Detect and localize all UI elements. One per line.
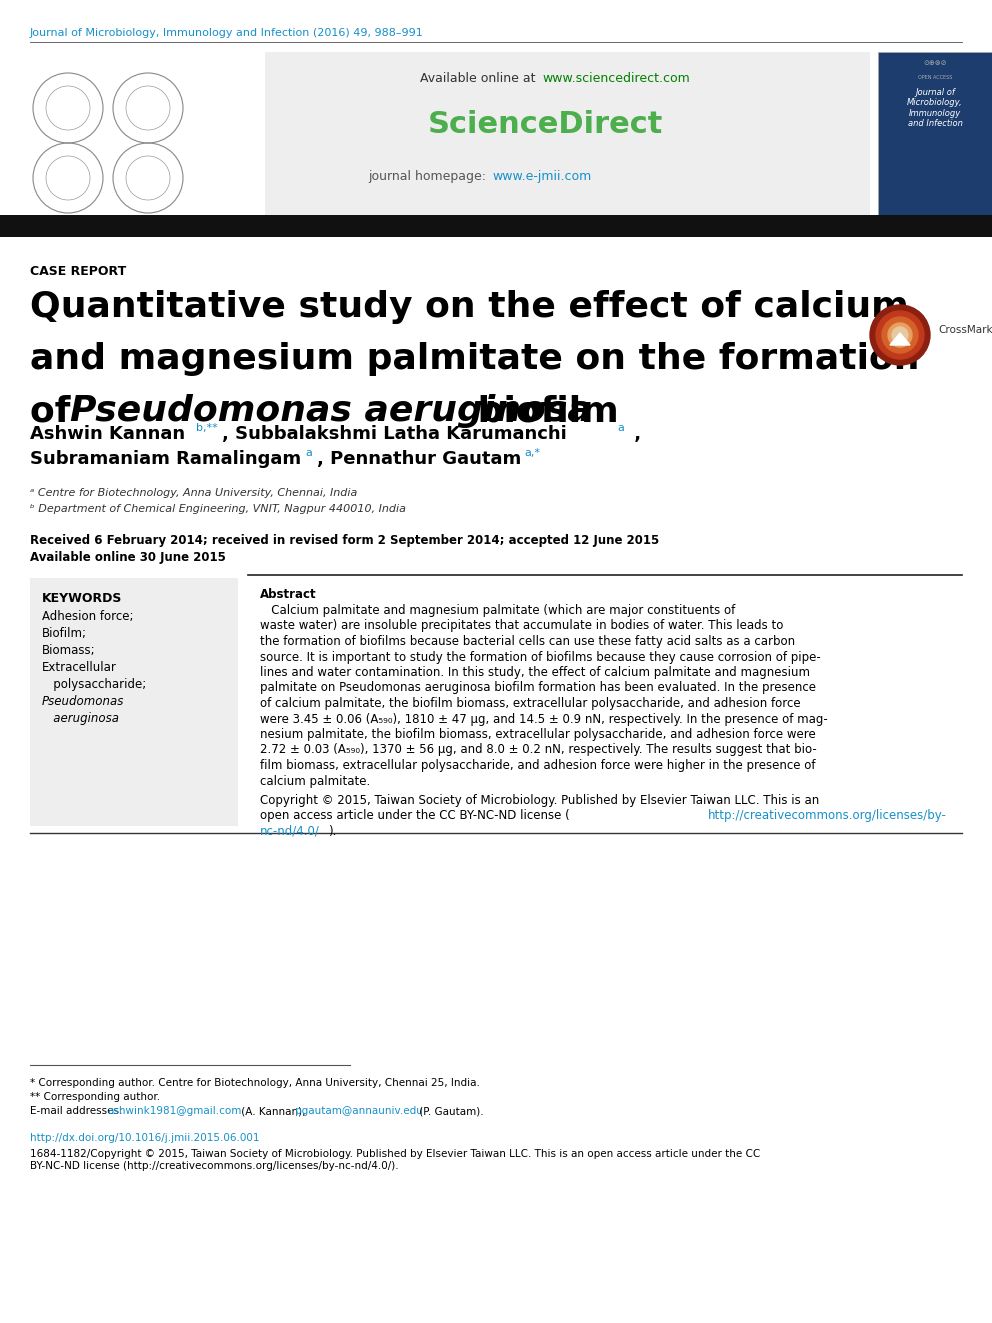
- Text: KEYWORDS: KEYWORDS: [42, 591, 122, 605]
- Circle shape: [892, 327, 908, 343]
- Text: Extracellular: Extracellular: [42, 662, 117, 673]
- Circle shape: [33, 143, 103, 213]
- Bar: [0, 216, 992, 237]
- Text: (P. Gautam).: (P. Gautam).: [416, 1106, 484, 1117]
- Text: Biomass;: Biomass;: [42, 644, 95, 658]
- Text: polysaccharide;: polysaccharide;: [42, 677, 146, 691]
- Bar: [30, 578, 238, 826]
- Polygon shape: [890, 333, 910, 345]
- Text: Received 6 February 2014; received in revised form 2 September 2014; accepted 12: Received 6 February 2014; received in re…: [30, 534, 660, 546]
- Text: ⊙⊕⊗⊘: ⊙⊕⊗⊘: [924, 60, 946, 66]
- Text: Adhesion force;: Adhesion force;: [42, 610, 134, 623]
- Text: , Pennathur Gautam: , Pennathur Gautam: [317, 450, 528, 468]
- Text: Available online at: Available online at: [421, 71, 540, 85]
- Circle shape: [870, 306, 930, 365]
- Circle shape: [113, 73, 183, 143]
- Text: Subramaniam Ramalingam: Subramaniam Ramalingam: [30, 450, 308, 468]
- Text: a,*: a,*: [524, 448, 540, 458]
- Text: BY-NC-ND license (http://creativecommons.org/licenses/by-nc-nd/4.0/).: BY-NC-ND license (http://creativecommons…: [30, 1162, 399, 1171]
- Text: ᵃ Centre for Biotechnology, Anna University, Chennai, India: ᵃ Centre for Biotechnology, Anna Univers…: [30, 488, 357, 497]
- Text: source. It is important to study the formation of biofilms because they cause co: source. It is important to study the for…: [260, 651, 820, 664]
- Text: ** Corresponding author.: ** Corresponding author.: [30, 1091, 160, 1102]
- Text: www.sciencedirect.com: www.sciencedirect.com: [542, 71, 689, 85]
- Text: E-mail addresses:: E-mail addresses:: [30, 1106, 126, 1117]
- Text: waste water) are insoluble precipitates that accumulate in bodies of water. This: waste water) are insoluble precipitates …: [260, 619, 784, 632]
- Text: www.e-jmii.com: www.e-jmii.com: [492, 169, 591, 183]
- Text: 1684-1182/Copyright © 2015, Taiwan Society of Microbiology. Published by Elsevie: 1684-1182/Copyright © 2015, Taiwan Socie…: [30, 1148, 760, 1159]
- Text: calcium palmitate.: calcium palmitate.: [260, 774, 370, 787]
- Text: ).: ).: [328, 826, 336, 837]
- Text: ashwink1981@gmail.com: ashwink1981@gmail.com: [107, 1106, 241, 1117]
- Circle shape: [113, 143, 183, 213]
- Bar: [878, 52, 992, 220]
- Text: were 3.45 ± 0.06 (A₅₉₀), 1810 ± 47 μg, and 14.5 ± 0.9 nN, respectively. In the p: were 3.45 ± 0.06 (A₅₉₀), 1810 ± 47 μg, a…: [260, 713, 827, 725]
- Text: Abstract: Abstract: [260, 587, 316, 601]
- Circle shape: [888, 323, 912, 347]
- Text: of calcium palmitate, the biofilm biomass, extracellular polysaccharide, and adh: of calcium palmitate, the biofilm biomas…: [260, 697, 801, 710]
- Text: and magnesium palmitate on the formation: and magnesium palmitate on the formation: [30, 343, 920, 376]
- Circle shape: [33, 73, 103, 143]
- Text: of: of: [30, 394, 83, 429]
- Text: http://creativecommons.org/licenses/by-: http://creativecommons.org/licenses/by-: [708, 810, 947, 823]
- Text: journal homepage:: journal homepage:: [368, 169, 490, 183]
- Text: OPEN ACCESS: OPEN ACCESS: [918, 75, 952, 79]
- Text: http://dx.doi.org/10.1016/j.jmii.2015.06.001: http://dx.doi.org/10.1016/j.jmii.2015.06…: [30, 1132, 260, 1143]
- Bar: [265, 52, 870, 220]
- Text: b,**: b,**: [196, 423, 218, 433]
- Text: a: a: [305, 448, 311, 458]
- Text: Quantitative study on the effect of calcium: Quantitative study on the effect of calc…: [30, 290, 909, 324]
- Text: 2.72 ± 0.03 (A₅₉₀), 1370 ± 56 μg, and 8.0 ± 0.2 nN, respectively. The results su: 2.72 ± 0.03 (A₅₉₀), 1370 ± 56 μg, and 8.…: [260, 744, 816, 757]
- Text: the formation of biofilms because bacterial cells can use these fatty acid salts: the formation of biofilms because bacter…: [260, 635, 796, 648]
- Circle shape: [876, 311, 924, 359]
- Text: nesium palmitate, the biofilm biomass, extracellular polysaccharide, and adhesio: nesium palmitate, the biofilm biomass, e…: [260, 728, 815, 741]
- Text: Ashwin Kannan: Ashwin Kannan: [30, 425, 191, 443]
- Text: Copyright © 2015, Taiwan Society of Microbiology. Published by Elsevier Taiwan L: Copyright © 2015, Taiwan Society of Micr…: [260, 794, 819, 807]
- Text: film biomass, extracellular polysaccharide, and adhesion force were higher in th: film biomass, extracellular polysacchari…: [260, 759, 815, 773]
- Text: Available online 30 June 2015: Available online 30 June 2015: [30, 550, 226, 564]
- Text: * Corresponding author. Centre for Biotechnology, Anna University, Chennai 25, I: * Corresponding author. Centre for Biote…: [30, 1078, 480, 1088]
- Text: open access article under the CC BY-NC-ND license (: open access article under the CC BY-NC-N…: [260, 810, 569, 823]
- Text: ScienceDirect: ScienceDirect: [428, 110, 663, 139]
- Text: CASE REPORT: CASE REPORT: [30, 265, 126, 278]
- Text: biofilm: biofilm: [465, 394, 619, 429]
- Text: aeruginosa: aeruginosa: [42, 712, 119, 725]
- Text: (A. Kannan),: (A. Kannan),: [238, 1106, 309, 1117]
- Text: Pseudomonas aeruginosa: Pseudomonas aeruginosa: [70, 394, 592, 429]
- Text: pgautam@annauniv.edu: pgautam@annauniv.edu: [295, 1106, 423, 1117]
- Text: Journal of
Microbiology,
Immunology
and Infection: Journal of Microbiology, Immunology and …: [908, 87, 963, 128]
- Text: Pseudomonas: Pseudomonas: [42, 695, 124, 708]
- Text: ᵇ Department of Chemical Engineering, VNIT, Nagpur 440010, India: ᵇ Department of Chemical Engineering, VN…: [30, 504, 406, 515]
- Text: Journal of Microbiology, Immunology and Infection (2016) 49, 988–991: Journal of Microbiology, Immunology and …: [30, 28, 424, 38]
- Text: Calcium palmitate and magnesium palmitate (which are major constituents of: Calcium palmitate and magnesium palmitat…: [260, 605, 735, 617]
- Text: Biofilm;: Biofilm;: [42, 627, 87, 640]
- Text: ,: ,: [628, 425, 641, 443]
- Circle shape: [882, 318, 918, 353]
- Text: , Subbalakshmi Latha Karumanchi: , Subbalakshmi Latha Karumanchi: [222, 425, 573, 443]
- Text: palmitate on Pseudomonas aeruginosa biofilm formation has been evaluated. In the: palmitate on Pseudomonas aeruginosa biof…: [260, 681, 816, 695]
- Text: a: a: [617, 423, 624, 433]
- Text: lines and water contamination. In this study, the effect of calcium palmitate an: lines and water contamination. In this s…: [260, 665, 810, 679]
- Text: nc-nd/4.0/: nc-nd/4.0/: [260, 826, 319, 837]
- Text: CrossMark: CrossMark: [938, 325, 992, 335]
